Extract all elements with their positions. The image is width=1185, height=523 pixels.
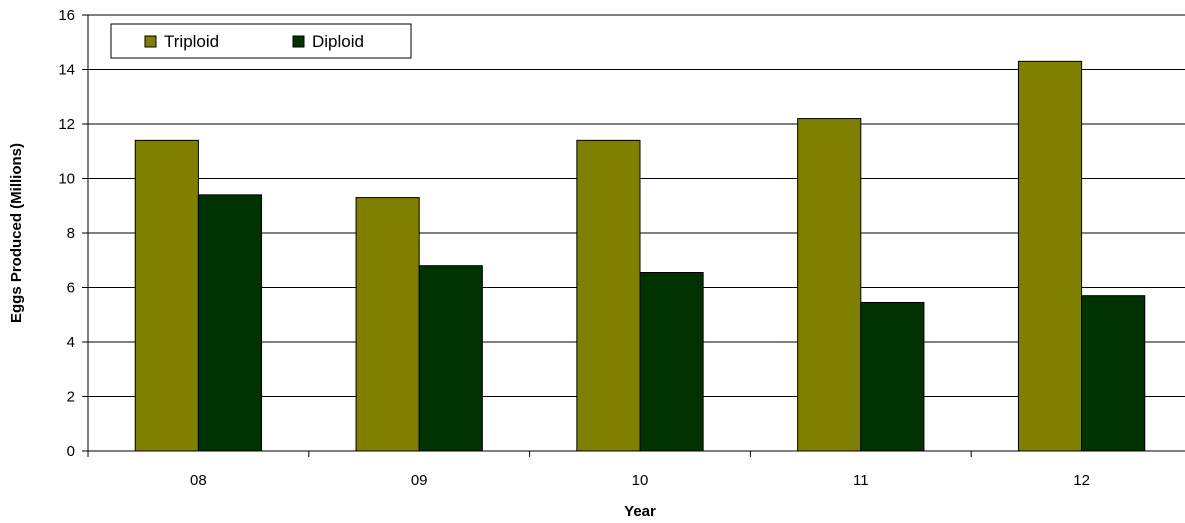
- bar-diploid-09: [418, 265, 483, 452]
- legend-swatch-diploid: [292, 35, 305, 48]
- y-tick-label: 8: [67, 225, 75, 242]
- bars: [134, 60, 1146, 452]
- x-tick-label: 11: [853, 472, 869, 489]
- bar-triploid-12: [1017, 60, 1083, 452]
- bar-diploid-11: [860, 301, 925, 452]
- bar-diploid-12: [1081, 295, 1146, 452]
- y-tick-label: 6: [67, 280, 75, 297]
- y-tick-label: 16: [58, 7, 75, 24]
- bar-triploid-10: [576, 139, 641, 452]
- x-tick-label: 09: [411, 472, 428, 489]
- bar-triploid-09: [355, 197, 420, 452]
- y-axis-title: Eggs Produced (Millions): [8, 143, 25, 323]
- bar-diploid-08: [197, 194, 263, 452]
- legend: Triploid Diploid: [110, 23, 412, 59]
- x-tick-label: 12: [1073, 472, 1090, 489]
- y-tick-label: 12: [58, 116, 75, 133]
- x-tick-label: 08: [190, 472, 207, 489]
- y-tick-label: 4: [67, 334, 75, 351]
- legend-box: [110, 23, 412, 59]
- bar-triploid-11: [797, 118, 862, 452]
- legend-swatch-triploid: [144, 35, 157, 48]
- x-ticks: 08 09 10 11 12: [87, 451, 1090, 489]
- y-tick-label: 10: [58, 171, 75, 188]
- y-ticks: 0 2 4 6 8 10 12 14 16: [58, 7, 88, 460]
- y-tick-label: 0: [67, 443, 75, 460]
- legend-label-diploid: Diploid: [312, 32, 364, 51]
- bar-triploid-08: [134, 139, 199, 452]
- x-tick-label: 10: [632, 472, 649, 489]
- x-axis-title: Year: [624, 503, 656, 520]
- y-tick-label: 14: [58, 62, 75, 79]
- bar-diploid-10: [639, 272, 704, 452]
- legend-label-triploid: Triploid: [164, 32, 219, 51]
- y-tick-label: 2: [67, 389, 75, 406]
